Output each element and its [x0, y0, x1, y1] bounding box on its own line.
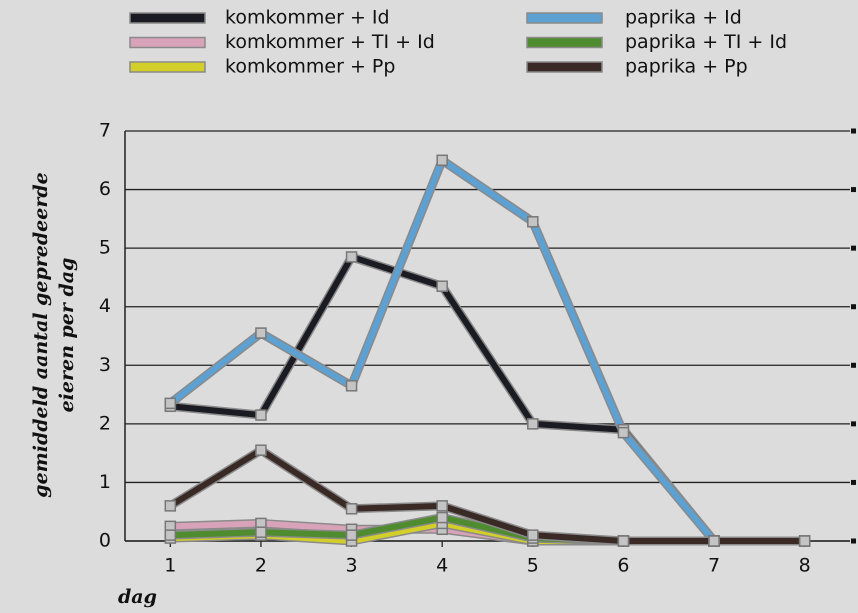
legend-swatch	[526, 12, 603, 24]
point-marker	[255, 327, 267, 339]
point-marker	[527, 418, 539, 430]
legend-label: paprika + TI + Id	[625, 31, 787, 53]
series-line	[168, 447, 805, 544]
point-marker	[345, 251, 358, 263]
point-marker	[255, 409, 267, 421]
x-tick-label: 2	[255, 555, 267, 577]
legend-label: paprika + Id	[625, 7, 742, 29]
point-marker	[527, 216, 539, 228]
legend-swatch	[129, 12, 206, 24]
grid-end-marker	[851, 538, 856, 544]
point-marker	[164, 500, 177, 512]
x-tick-label: 5	[527, 555, 539, 577]
point-marker	[164, 397, 177, 410]
point-marker	[798, 535, 811, 547]
grid-end-marker	[851, 128, 856, 134]
y-tick-label: 5	[99, 237, 111, 259]
x-axis-label: dag	[118, 586, 157, 608]
point-marker	[617, 535, 630, 547]
legend-label: paprika + Pp	[625, 56, 748, 78]
point-marker	[164, 529, 177, 541]
grid-end-marker	[851, 245, 856, 251]
point-marker	[436, 500, 448, 512]
grid-end-marker	[851, 421, 856, 427]
point-marker	[436, 154, 448, 167]
grid-end-marker	[851, 479, 856, 485]
grid-end-marker	[851, 304, 856, 310]
point-marker	[527, 529, 539, 541]
x-tick-label: 8	[799, 555, 811, 577]
point-marker	[345, 503, 358, 515]
x-tick-label: 1	[164, 555, 176, 577]
legend-label: komkommer + Pp	[225, 56, 395, 78]
point-marker	[345, 380, 358, 392]
x-tick-label: 4	[436, 555, 448, 577]
x-tick-label: 3	[346, 555, 358, 577]
y-tick-label: 6	[99, 178, 111, 200]
grid-end-marker	[851, 362, 856, 368]
y-tick-label: 1	[99, 471, 111, 493]
y-tick-label: 3	[99, 354, 111, 376]
legend-swatch	[526, 36, 603, 49]
point-marker	[345, 529, 358, 541]
point-marker	[436, 280, 448, 292]
x-tick-label: 6	[617, 555, 629, 577]
legend-swatch	[526, 61, 603, 73]
grid-end-marker	[851, 187, 856, 193]
legend-label: komkommer + TI + Id	[225, 31, 435, 53]
point-marker	[617, 426, 630, 439]
x-tick-label: 7	[708, 555, 720, 577]
point-marker	[708, 535, 720, 547]
y-axis-label: eieren per dag	[56, 258, 78, 413]
y-tick-label: 7	[99, 120, 111, 142]
point-marker	[255, 526, 267, 538]
point-marker	[436, 511, 448, 524]
y-tick-label: 2	[99, 412, 111, 434]
legend-swatch	[129, 61, 206, 73]
legend-swatch	[129, 36, 206, 49]
point-marker	[255, 444, 267, 456]
y-tick-label: 0	[99, 530, 111, 552]
y-tick-label: 4	[99, 295, 111, 317]
y-axis-label: gemiddeld aantal gepredeerde	[30, 172, 52, 497]
legend-label: komkommer + Id	[225, 7, 390, 29]
